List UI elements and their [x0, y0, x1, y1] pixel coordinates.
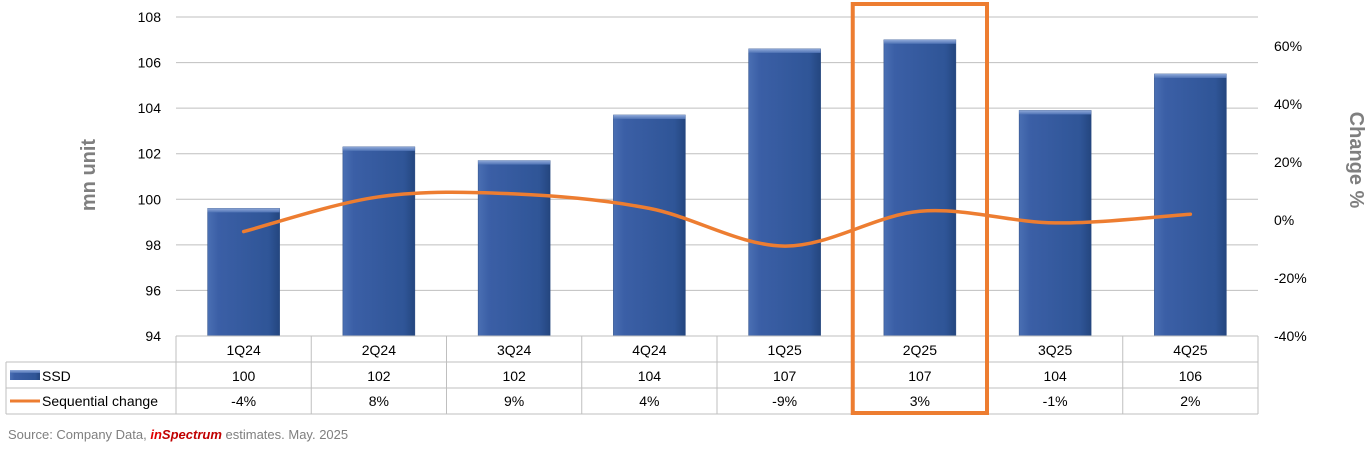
highlight-box	[850, 2, 989, 415]
bar-cap	[1154, 73, 1227, 78]
category-label: 3Q25	[1038, 342, 1072, 358]
ssd-value-label: 102	[367, 368, 391, 384]
legend-label-sequential-change: Sequential change	[42, 393, 158, 409]
legend-key-ssd	[10, 370, 40, 380]
category-label: 2Q24	[362, 342, 396, 358]
y-tick-label: 94	[145, 328, 161, 344]
bar	[342, 146, 416, 337]
category-label: 4Q24	[632, 342, 666, 358]
y2-tick-label: 20%	[1274, 154, 1302, 170]
bar	[207, 208, 280, 337]
bar-series	[207, 39, 1227, 337]
y-tick-label: 96	[145, 282, 161, 298]
category-label: 4Q25	[1173, 342, 1207, 358]
sequential-change-value-label: 4%	[639, 393, 659, 409]
y-tick-label: 102	[138, 146, 162, 162]
sequential-change-value-label: 8%	[369, 393, 389, 409]
sequential-change-value-label: 3%	[910, 393, 930, 409]
legend-key-ssd-cap	[10, 370, 40, 373]
ssd-value-label: 104	[1043, 368, 1067, 384]
bar	[883, 39, 957, 337]
ssd-value-label: 107	[773, 368, 797, 384]
y-tick-label: 106	[138, 55, 162, 71]
bar-cap	[478, 160, 551, 165]
y2-tick-label: -20%	[1274, 270, 1307, 286]
ssd-value-label: 102	[502, 368, 526, 384]
source-prefix: Source: Company Data,	[8, 427, 147, 442]
bar-cap	[342, 146, 415, 151]
gridlines	[176, 16, 1258, 337]
sequential-change-value-label: -4%	[231, 393, 256, 409]
ssd-value-label: 104	[638, 368, 662, 384]
ssd-value-label: 107	[908, 368, 932, 384]
y2-tick-label: 0%	[1274, 212, 1294, 228]
ssd-value-label: 100	[232, 368, 256, 384]
source-note: Source: Company Data, inSpectrum estimat…	[8, 427, 348, 442]
category-label: 1Q25	[768, 342, 802, 358]
y-axis-right: -40% -20% 0% 20% 40% 60%	[1274, 38, 1307, 344]
line-series	[241, 190, 1193, 248]
y2-tick-label: 40%	[1274, 96, 1302, 112]
bar-cap	[1019, 110, 1092, 115]
sequential-change-value-label: 2%	[1180, 393, 1200, 409]
y-tick-label: 108	[138, 9, 162, 25]
sequential-change-value-label: 9%	[504, 393, 524, 409]
category-label: 2Q25	[903, 342, 937, 358]
bar-cap	[883, 39, 956, 44]
data-table: 1Q24 2Q24 3Q24 4Q24 1Q25 2Q25 3Q25 4Q25 SSD Seque…	[5, 335, 1259, 415]
y2-tick-label: 60%	[1274, 38, 1302, 54]
y2-tick-label: -40%	[1274, 328, 1307, 344]
y-tick-label: 104	[138, 100, 162, 116]
y-axis-title: mn unit	[78, 139, 100, 212]
sequential-change-value-label: -1%	[1043, 393, 1068, 409]
bar-cap	[207, 208, 280, 213]
ssd-value-label: 106	[1179, 368, 1203, 384]
bar	[748, 48, 821, 337]
y-tick-label: 98	[145, 237, 161, 253]
sequential-change-value-label: -9%	[772, 393, 797, 409]
y-tick-label: 100	[138, 191, 162, 207]
bar	[477, 160, 551, 337]
y-axis-left: 94 96 98 100 102 104 106 108	[138, 9, 162, 344]
highlight-rect	[850, 2, 989, 415]
category-label: 1Q24	[227, 342, 261, 358]
bar-cap	[748, 48, 821, 53]
bar	[613, 114, 686, 337]
y2-axis-title: Change %	[1345, 112, 1367, 209]
category-label: 3Q24	[497, 342, 531, 358]
bar	[1154, 73, 1227, 337]
sequential-change-line	[241, 190, 1193, 248]
legend-label-ssd: SSD	[42, 368, 71, 384]
bar-cap	[613, 114, 686, 119]
brand-logo: inSpectrum	[150, 427, 222, 442]
source-suffix: estimates. May. 2025	[225, 427, 349, 442]
